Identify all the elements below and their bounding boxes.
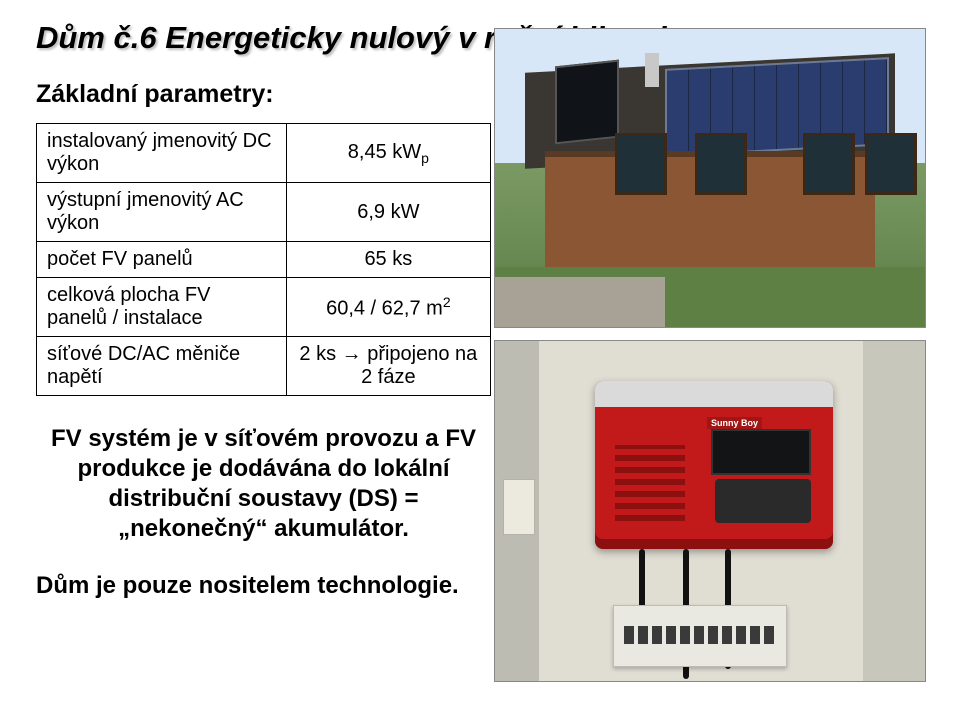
fv-description: FV systém je v síťovém provozu a FV prod… <box>36 424 491 544</box>
param-value: 6,9 kW <box>286 183 490 242</box>
display-screen <box>711 429 811 475</box>
inverter-brand-label: Sunny Boy <box>707 417 762 429</box>
param-value: 2 ks → připojeno na 2 fáze <box>286 337 490 396</box>
param-label: výstupní jmenovitý AC výkon <box>37 183 287 242</box>
param-label: instalovaný jmenovitý DC výkon <box>37 124 287 183</box>
parameters-table: instalovaný jmenovitý DC výkon 8,45 kWp … <box>36 123 491 396</box>
table-row: instalovaný jmenovitý DC výkon 8,45 kWp <box>37 124 491 183</box>
param-label: síťové DC/AC měniče napětí <box>37 337 287 396</box>
cooling-grille-icon <box>615 445 685 521</box>
section-heading: Základní parametry: <box>36 80 491 109</box>
junction-box <box>503 479 535 535</box>
table-row: celková plocha FV panelů / instalace 60,… <box>37 278 491 337</box>
param-label: celková plocha FV panelů / instalace <box>37 278 287 337</box>
house-photo <box>494 28 926 328</box>
inverter-top <box>595 381 833 407</box>
param-value: 65 ks <box>286 242 490 278</box>
table-row: výstupní jmenovitý AC výkon 6,9 kW <box>37 183 491 242</box>
solar-thermal-panel <box>555 60 619 145</box>
button-panel <box>715 479 811 523</box>
gravel <box>495 277 665 327</box>
table-row: počet FV panelů 65 ks <box>37 242 491 278</box>
wall <box>863 341 925 681</box>
house-wall <box>545 151 875 267</box>
chimney <box>645 53 659 87</box>
table-row: síťové DC/AC měniče napětí 2 ks → připoj… <box>37 337 491 396</box>
window-icon <box>695 133 747 195</box>
param-label: počet FV panelů <box>37 242 287 278</box>
inverter-photo: Sunny Boy <box>494 340 926 682</box>
window-icon <box>865 133 917 195</box>
window-icon <box>615 133 667 195</box>
param-value: 60,4 / 62,7 m2 <box>286 278 490 337</box>
window-icon <box>803 133 855 195</box>
technology-note: Dům je pouze nositelem technologie. <box>36 572 491 600</box>
inverter-device: Sunny Boy <box>595 381 833 549</box>
fuse-box <box>613 605 787 667</box>
param-value: 8,45 kWp <box>286 124 490 183</box>
